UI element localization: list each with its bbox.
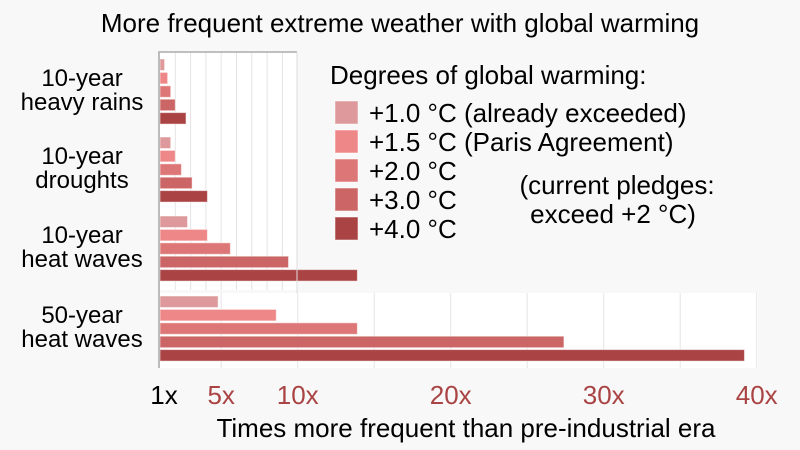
- bar: [159, 149, 176, 163]
- bar: [159, 308, 277, 322]
- category-label-line1: 10-year: [41, 222, 122, 249]
- bar: [159, 349, 745, 362]
- legend-swatch: [334, 158, 359, 183]
- x-tick-label: 40x: [736, 380, 778, 410]
- legend-note-line1: (current pledges:: [519, 170, 714, 200]
- bar: [159, 242, 231, 255]
- category-label-line1: 10-year: [41, 143, 122, 170]
- x-tick-label: 10x: [277, 380, 319, 410]
- bar: [159, 98, 176, 112]
- bar: [159, 322, 358, 335]
- category-label-line1: 50-year: [41, 302, 122, 329]
- legend-note-line2: exceed +2 °C): [530, 199, 696, 229]
- category-label-line2: droughts: [35, 167, 128, 194]
- x-tick-label: 1x: [150, 380, 177, 410]
- x-tick-label: 20x: [430, 380, 472, 410]
- bar: [159, 269, 358, 282]
- x-tick-label: 5x: [207, 380, 234, 410]
- category-label-line2: heat waves: [21, 246, 142, 273]
- category-label-line1: 10-year: [41, 65, 122, 92]
- legend-label: +1.0 °C (already exceeded): [369, 98, 687, 128]
- bar: [159, 255, 290, 269]
- legend-swatch: [334, 100, 359, 125]
- bar: [159, 112, 187, 125]
- legend-label: +3.0 °C: [369, 185, 457, 215]
- bar: [159, 215, 189, 228]
- legend-label: +1.5 °C (Paris Agreement): [369, 127, 673, 157]
- legend-swatch: [334, 216, 359, 241]
- bar: [159, 163, 182, 176]
- legend-swatch: [334, 129, 359, 154]
- legend-swatch: [334, 187, 359, 212]
- bar: [159, 136, 172, 149]
- bar: [159, 71, 169, 85]
- bar: [159, 85, 172, 98]
- bar: [159, 295, 219, 308]
- bar: [159, 176, 193, 190]
- category-label-line2: heat waves: [21, 326, 142, 353]
- category-label-line2: heavy rains: [21, 89, 144, 116]
- bar: [159, 228, 208, 242]
- bar: [159, 58, 166, 71]
- legend: Degrees of global warming: +1.0 °C (alre…: [330, 60, 715, 244]
- legend-label: +2.0 °C: [369, 156, 457, 186]
- bar: [159, 190, 208, 203]
- chart-title: More frequent extreme weather with globa…: [101, 8, 699, 38]
- x-tick-label: 30x: [583, 380, 625, 410]
- legend-title: Degrees of global warming:: [330, 60, 647, 90]
- legend-label: +4.0 °C: [369, 214, 457, 244]
- bar: [159, 335, 565, 349]
- x-axis-label: Times more frequent than pre-industrial …: [216, 413, 716, 443]
